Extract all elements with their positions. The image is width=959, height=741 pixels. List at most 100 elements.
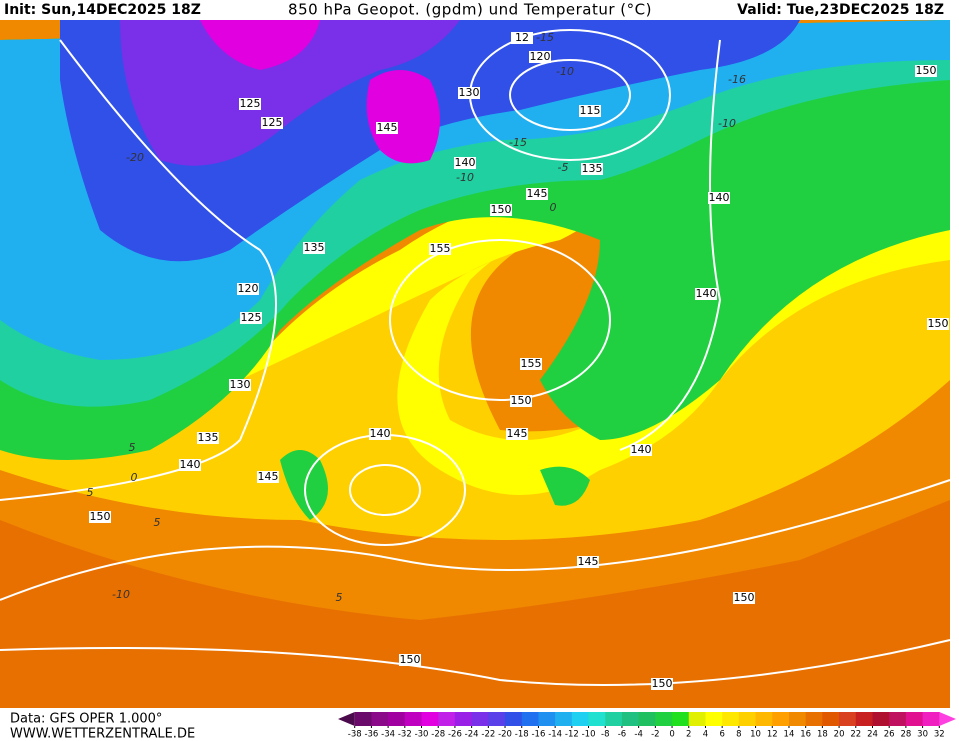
violet-area — [120, 20, 460, 166]
colorbar-label: -22 — [481, 730, 495, 740]
yellow-area — [240, 180, 950, 495]
colorbar-cell — [788, 712, 807, 726]
geopotential-label: 150 — [400, 653, 421, 666]
colorbar-label: 26 — [884, 730, 895, 740]
geopotential-label: 150 — [928, 317, 949, 330]
colorbar-label: 10 — [750, 730, 761, 740]
contour-label-bg — [708, 192, 730, 204]
contour-label-bg — [506, 428, 528, 440]
contour-label-bg — [510, 395, 532, 407]
colorbar-cell — [889, 712, 907, 726]
contour-label-bg — [581, 163, 603, 175]
colorbar-label: -2 — [651, 730, 659, 740]
contour-label-bg — [229, 379, 251, 391]
colorbar-arrow — [338, 712, 355, 726]
geopotential-label: 125 — [240, 97, 261, 110]
contour-label-bg — [303, 242, 325, 254]
colorbar-cell — [688, 712, 706, 726]
geopotential-label: 145 — [258, 470, 279, 483]
colorbar-label: 0 — [669, 730, 674, 740]
temperature-label: 0 — [131, 471, 138, 484]
colorbar-cell — [471, 712, 489, 726]
header-bar — [0, 0, 959, 20]
colorbar-cell — [655, 712, 673, 726]
colorbar-label: 8 — [736, 730, 741, 740]
geopotential-label: 135 — [582, 162, 603, 175]
geopotential-label: 145 — [578, 555, 599, 568]
contour-label-bg — [261, 117, 283, 129]
colorbar-cell — [421, 712, 439, 726]
colorbar-cell — [354, 712, 372, 726]
contour-label-bg — [927, 318, 949, 330]
geopotential-label: 150 — [916, 64, 937, 77]
colorbar-cell — [555, 712, 573, 726]
colorbar-label: -4 — [634, 730, 642, 740]
temperature-label: -16 — [728, 73, 746, 86]
geopotential-label: 145 — [377, 121, 398, 134]
geopotential-label: 140 — [631, 443, 652, 456]
geopotential-label: 140 — [370, 427, 391, 440]
colorbar-label: -12 — [565, 730, 579, 740]
colorbar-cell — [638, 712, 656, 726]
mild-area — [0, 180, 950, 540]
colorbar-label: -36 — [364, 730, 378, 740]
contour-label-bg — [579, 105, 601, 117]
green-patch — [280, 450, 328, 520]
colorbar-label: 30 — [917, 730, 928, 740]
temperature-label: -5 — [558, 161, 569, 174]
valid-time: Valid: Tue,23DEC2025 18Z — [737, 2, 944, 18]
colorbar-cell — [755, 712, 773, 726]
contour-label-bg — [458, 87, 480, 99]
colorbar-cell — [371, 712, 389, 726]
colorbar-arrow — [939, 712, 956, 726]
temperature-field — [0, 20, 950, 708]
colorbar-cell — [872, 712, 890, 726]
geopotential-label: 125 — [262, 116, 283, 129]
colorbar-cell — [538, 712, 556, 726]
colorbar-cell — [922, 712, 940, 726]
colorbar-label: 4 — [703, 730, 708, 740]
data-source: Data: GFS OPER 1.000° — [10, 712, 162, 727]
colorbar-label: 32 — [934, 730, 945, 740]
geopotential-label: 140 — [696, 287, 717, 300]
geopotential-label: 115 — [580, 104, 601, 117]
geopotential-label: 12 — [515, 31, 529, 44]
colorbar-cell — [738, 712, 757, 726]
contour-label-bg — [239, 98, 261, 110]
geopotential-label: 135 — [198, 431, 219, 444]
contour-label-bg — [630, 444, 652, 456]
geopotential-label: 140 — [709, 191, 730, 204]
temperature-label: 5 — [154, 516, 161, 529]
colorbar-label: 22 — [850, 730, 861, 740]
colorbar-label: 6 — [719, 730, 724, 740]
contour-label-bg — [240, 312, 262, 324]
contour-label-bg — [376, 122, 398, 134]
geopotential-label: 130 — [459, 86, 480, 99]
magenta-area — [366, 70, 440, 164]
colorbar-label: -16 — [531, 730, 545, 740]
colorbar-label: -26 — [448, 730, 462, 740]
temperature-label: -10 — [556, 65, 574, 78]
colorbar-label: 18 — [817, 730, 828, 740]
colorbar-label: -20 — [498, 730, 512, 740]
colorbar-label: 2 — [686, 730, 691, 740]
geopotential-label: 120 — [238, 282, 259, 295]
contour-label-bg — [490, 204, 512, 216]
website: WWW.WETTERZENTRALE.DE — [10, 727, 195, 741]
colorbar-label: -28 — [431, 730, 445, 740]
contour-label-bg — [651, 678, 673, 690]
chart-title: 850 hPa Geopot. (gpdm) und Temperatur (°… — [288, 1, 652, 19]
geopotential-label: 135 — [304, 241, 325, 254]
contour-label-bg — [429, 243, 451, 255]
magenta-area — [200, 20, 320, 70]
colorbar-label: -10 — [582, 730, 596, 740]
geopotential-label: 140 — [180, 458, 201, 471]
contour-label-bg — [369, 428, 391, 440]
colorbar-label: 14 — [784, 730, 795, 740]
geopotential-label: 155 — [430, 242, 451, 255]
geopotential-label: 145 — [507, 427, 528, 440]
colorbar-cell — [404, 712, 423, 726]
colorbar-label: -34 — [381, 730, 395, 740]
